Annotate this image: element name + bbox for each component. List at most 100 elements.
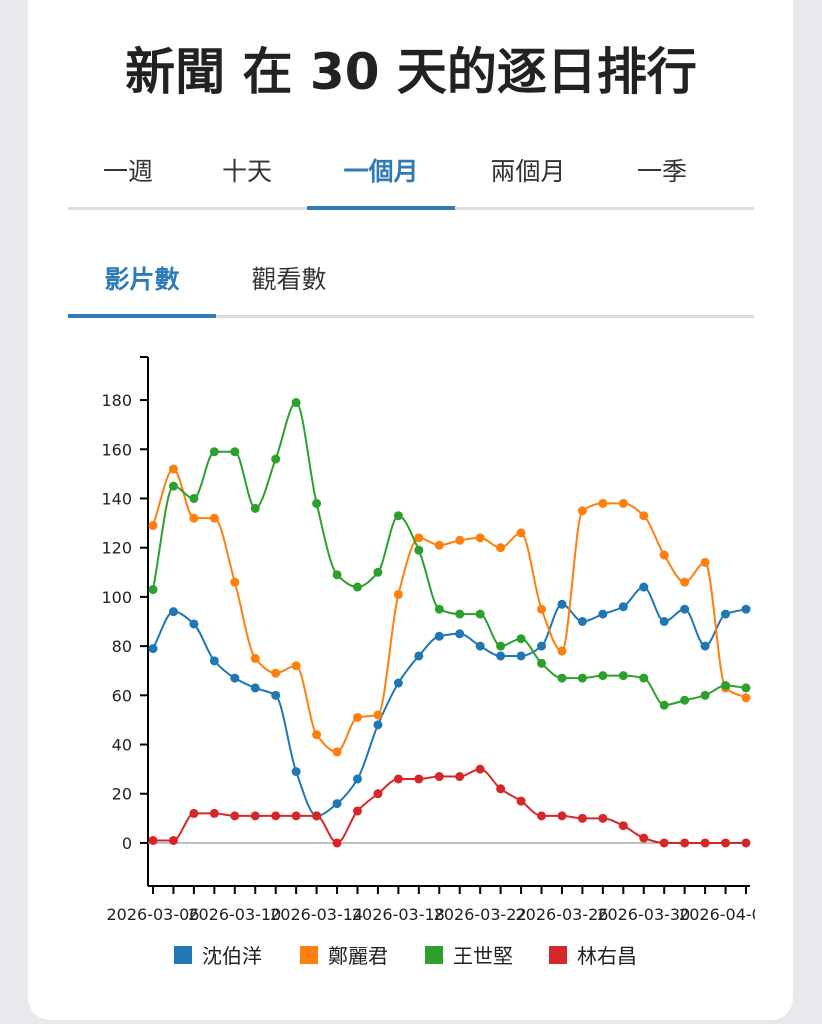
y-tick-label: 80 xyxy=(112,637,132,656)
point xyxy=(639,673,649,683)
point xyxy=(291,661,301,671)
point xyxy=(414,533,424,543)
tab[interactable]: 一週 xyxy=(102,157,154,186)
point xyxy=(271,690,281,700)
point xyxy=(352,806,362,816)
y-tick-label: 0 xyxy=(122,834,132,853)
point xyxy=(332,747,342,757)
point xyxy=(455,629,465,639)
point xyxy=(332,838,342,848)
point xyxy=(659,838,669,848)
legend-label: 鄭麗君 xyxy=(328,944,388,968)
tab[interactable]: 影片數 xyxy=(104,265,180,294)
y-tick-label: 120 xyxy=(101,539,132,558)
tab[interactable]: 一季 xyxy=(636,157,688,186)
point xyxy=(496,543,506,553)
point xyxy=(741,693,751,703)
card xyxy=(28,0,793,1020)
point xyxy=(168,464,178,474)
point xyxy=(557,646,567,656)
x-tick-label: 2026-03-06 xyxy=(107,905,200,924)
point xyxy=(291,398,301,408)
point xyxy=(148,835,158,845)
point xyxy=(741,604,751,614)
point xyxy=(455,535,465,545)
point xyxy=(700,838,710,848)
point xyxy=(332,570,342,580)
point xyxy=(659,617,669,626)
point xyxy=(618,821,628,831)
point xyxy=(639,511,649,521)
point xyxy=(250,653,260,663)
point xyxy=(148,585,158,595)
point xyxy=(271,454,281,464)
point xyxy=(373,789,383,799)
point xyxy=(721,680,731,690)
point xyxy=(230,673,240,683)
point xyxy=(250,503,260,513)
y-tick-label: 40 xyxy=(112,736,132,755)
point xyxy=(414,774,424,784)
point xyxy=(516,528,526,538)
point xyxy=(537,641,547,651)
point xyxy=(209,513,219,523)
point xyxy=(475,641,485,651)
point xyxy=(618,602,628,612)
legend-swatch xyxy=(425,946,443,964)
point xyxy=(271,668,281,678)
point xyxy=(189,619,199,629)
point xyxy=(659,550,669,560)
point xyxy=(475,609,485,619)
point xyxy=(680,604,690,614)
point xyxy=(434,604,444,614)
x-tick-label: 2026-03-26 xyxy=(515,905,608,924)
tab[interactable]: 觀看數 xyxy=(251,265,327,294)
point xyxy=(516,651,526,661)
point xyxy=(414,545,424,555)
y-tick-label: 140 xyxy=(101,489,132,508)
point xyxy=(537,604,547,614)
point xyxy=(741,838,751,848)
series-line xyxy=(152,586,747,817)
y-tick-label: 20 xyxy=(112,785,132,804)
point xyxy=(557,811,567,821)
point xyxy=(700,690,710,700)
point xyxy=(312,498,322,508)
x-tick-label: 2026-03-10 xyxy=(188,905,281,924)
point xyxy=(496,784,506,794)
legend-label: 沈伯洋 xyxy=(202,944,262,968)
point xyxy=(230,577,240,587)
point xyxy=(393,511,403,521)
point xyxy=(577,673,587,683)
page-title: 新聞 在 30 天的逐日排行 xyxy=(125,43,697,101)
legend-label: 王世堅 xyxy=(453,944,513,968)
point xyxy=(639,833,649,843)
point xyxy=(475,533,485,543)
point xyxy=(577,813,587,823)
point xyxy=(168,481,178,491)
y-tick-label: 180 xyxy=(101,391,132,410)
point xyxy=(618,671,628,681)
tab[interactable]: 兩個月 xyxy=(490,157,566,186)
tab[interactable]: 一個月 xyxy=(343,157,419,186)
tab-indicator xyxy=(307,206,455,210)
point xyxy=(209,808,219,818)
point xyxy=(475,764,485,774)
point xyxy=(352,582,362,592)
point xyxy=(209,447,219,457)
point xyxy=(721,838,731,848)
point xyxy=(557,599,567,609)
point xyxy=(393,678,403,688)
series-line xyxy=(153,768,746,844)
tab[interactable]: 十天 xyxy=(221,157,273,186)
point xyxy=(618,498,628,508)
point xyxy=(680,577,690,587)
point xyxy=(271,811,281,821)
x-tick-label: 2026-04-03 xyxy=(679,905,772,924)
point xyxy=(332,799,342,809)
legend-swatch xyxy=(300,946,318,964)
point xyxy=(516,634,526,644)
point xyxy=(598,813,608,823)
